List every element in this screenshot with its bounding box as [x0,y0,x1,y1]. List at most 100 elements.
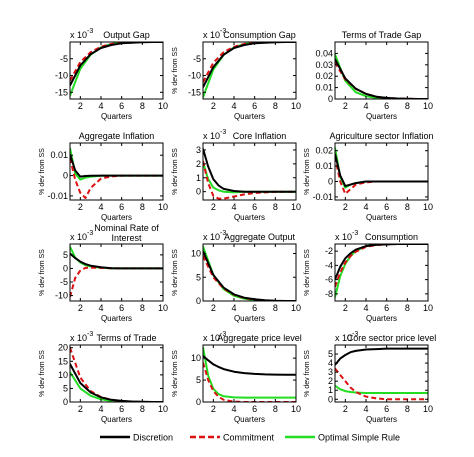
x-tick-label: 10 [158,101,168,111]
x-tick-label: 8 [140,404,145,414]
series-line-optimal-simple-rule [335,384,428,394]
y-tick-label: -0.01 [312,192,333,202]
x-tick-label: 4 [98,101,103,111]
y-tick-label: 0.02 [315,71,333,81]
series-group [335,244,428,298]
y-tick-label: 0 [63,263,68,273]
y-axis-label: % dev from SS [39,350,46,397]
y-tick-label: 0 [328,94,333,104]
panel-11: 2 4 6 8 10 0 5 10 Quarters % dev from SS x 10-3Agg… [172,331,302,424]
multiplier-base: x 10 [335,333,352,343]
series-line-optimal-simple-rule [335,244,428,298]
x-tick-label: 8 [273,404,278,414]
panel-title-line2: Interest [111,233,142,243]
panel-10: 2 4 6 8 10 0 5 10 15 20 Quarters % dev from SS x 10-… [39,331,168,424]
axis-multiplier: x 10-3 [70,331,93,343]
series-line-commitment [70,42,163,82]
series-line-optimal-simple-rule [203,347,296,399]
x-axis-label: Quarters [234,314,265,323]
y-tick-label: -5 [193,54,201,64]
series-group [203,148,296,200]
x-tick-label: 4 [231,202,236,212]
axis-multiplier: x 10-3 [70,28,93,40]
x-tick-label: 2 [78,303,83,313]
series-line-commitment [335,156,428,195]
y-tick-label: -6 [325,275,333,285]
x-tick-label: 6 [252,101,257,111]
multiplier-exponent: -3 [352,331,358,338]
y-tick-label: -8 [325,289,333,299]
legend-label: Discretion [133,433,173,443]
x-tick-label: 4 [98,202,103,212]
axis-multiplier: x 10-3 [203,129,226,141]
x-axis-label: Quarters [366,213,397,222]
series-group [70,246,163,298]
series-group [70,42,163,96]
axis-multiplier: x 10-3 [70,230,93,242]
y-axis-label: % dev from SS [304,249,311,296]
panel-6: 2 4 6 8 10 -0.01 0 0.01 0.02 Quarters % dev from S… [304,131,434,222]
x-tick-label: 6 [252,202,257,212]
series-line-discretion [203,148,296,193]
legend-label: Commitment [223,433,275,443]
y-tick-label: 0 [196,296,201,306]
series-line-commitment [70,347,163,402]
y-tick-label: 1 [328,385,333,395]
axes-box [334,243,429,302]
axes-box [334,41,429,100]
x-tick-label: 8 [140,202,145,212]
y-tick-label: 0.01 [315,161,333,171]
x-tick-label: 2 [211,303,216,313]
panel-3: 2 4 6 8 10 00.01 0.020.03 0.04 Quarters Terms of … [315,30,433,121]
y-axis-label: % dev from SS [304,350,311,397]
series-line-commitment [203,362,296,402]
axes-box [202,243,297,302]
panel-title: Consumption [365,232,418,242]
multiplier-base: x 10 [203,333,220,343]
axis-multiplier: x 10-3 [203,331,226,343]
x-tick-label: 10 [423,404,433,414]
series-line-optimal-simple-rule [70,42,163,96]
y-tick-label: 0.03 [315,60,333,70]
y-tick-label: 5 [328,349,333,359]
y-tick-label: 15 [58,356,68,366]
x-tick-label: 10 [158,202,168,212]
x-tick-label: 8 [405,202,410,212]
y-tick-label: -5 [60,54,68,64]
y-tick-label: 0 [196,397,201,407]
y-tick-label: -4 [325,260,333,270]
x-tick-label: 2 [211,202,216,212]
y-axis-label: % dev from SS [172,249,179,296]
x-tick-label: 6 [252,404,257,414]
x-tick-label: 8 [273,303,278,313]
x-tick-label: 4 [363,202,368,212]
x-axis-label: Quarters [234,213,265,222]
series-group [203,347,296,402]
legend-label: Optimal Simple Rule [318,433,400,443]
y-tick-label: 10 [191,249,201,259]
y-tick-label: 0.01 [315,83,333,93]
panel-title: Aggregate Output [224,232,296,242]
x-tick-label: 10 [423,101,433,111]
series-line-optimal-simple-rule [335,54,428,99]
panel-1: 2 4 6 8 10 -15 -10 -5 Quarters x 10-3 Output Gap [55,28,168,121]
x-tick-label: 4 [363,303,368,313]
x-tick-label: 2 [78,202,83,212]
y-axis-label: % dev from SS [39,249,46,296]
x-tick-label: 2 [343,101,348,111]
x-tick-label: 6 [384,202,389,212]
series-group [70,347,163,402]
x-tick-label: 4 [231,404,236,414]
axes-box [69,243,164,302]
y-tick-label: -10 [188,71,201,81]
series-line-commitment [70,266,163,298]
x-tick-label: 6 [119,303,124,313]
multiplier-base: x 10 [335,232,352,242]
panel-4: 2 4 6 8 10 -0.01 0 0.01 Quarters % dev from SS Agg… [39,131,168,222]
series-line-optimal-simple-rule [203,246,296,301]
y-tick-label: -10 [55,71,68,81]
series-line-discretion [70,153,163,178]
x-tick-label: 8 [405,101,410,111]
series-line-discretion [203,250,296,301]
